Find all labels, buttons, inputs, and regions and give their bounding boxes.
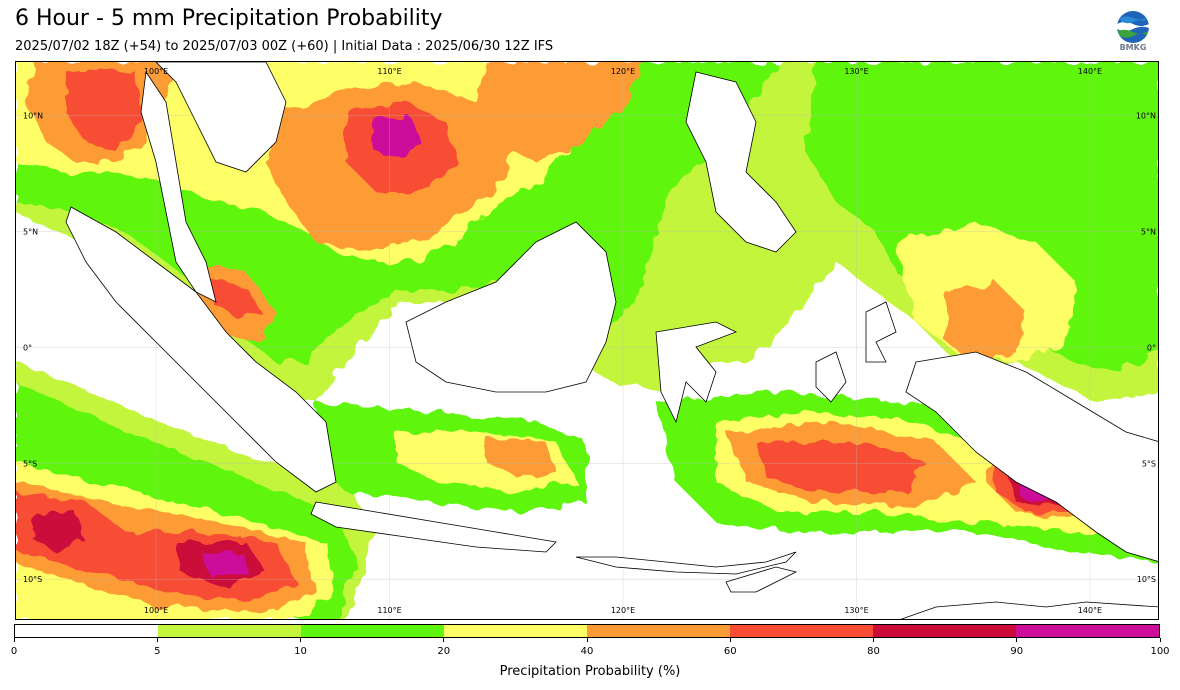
- precip-region: [756, 442, 926, 492]
- colorbar-tick-label: 5: [154, 646, 161, 657]
- colorbar-tick-label: 100: [1150, 646, 1170, 657]
- colorbar-tick-mark: [156, 638, 158, 642]
- precip-region: [371, 117, 421, 157]
- map-labels: 100°E 100°E 110°E 110°E 120°E 120°E 130°E 130°E…: [23, 67, 1156, 615]
- colorbar-tick-mark: [586, 638, 588, 642]
- coastline-borneo: [405, 221, 617, 393]
- colorbar-segment: [158, 625, 301, 637]
- precip-region: [946, 282, 1026, 362]
- colorbar-tick-mark: [873, 638, 874, 642]
- precipitation-map: 100°E 100°E 110°E 110°E 120°E 120°E 130°E 130°E…: [15, 61, 1159, 620]
- colorbar-tick-label: 60: [723, 646, 737, 657]
- colorbar-segment: [444, 625, 587, 637]
- colorbar-tick-mark: [13, 638, 15, 642]
- coastline-java: [310, 501, 557, 553]
- precip-region: [476, 62, 646, 162]
- lat-label-left: 0°: [23, 343, 32, 352]
- coastline-maluku: [815, 351, 847, 403]
- precip-region: [206, 277, 261, 317]
- colorbar-tick-mark: [300, 638, 301, 642]
- colorbar-segment: [587, 625, 730, 637]
- lon-label-bottom: 120°E: [611, 606, 635, 615]
- lat-label-left: 5°S: [23, 459, 37, 468]
- lon-label-top: 130°E: [844, 67, 868, 76]
- lon-label-top: 140°E: [1078, 67, 1102, 76]
- colorbar-tick-label: 90: [1010, 646, 1024, 657]
- colorbar-tick-label: 80: [867, 646, 880, 657]
- bmkg-emblem-icon: [1117, 11, 1149, 43]
- precip-region: [201, 552, 246, 577]
- colorbar-tick-label: 10: [294, 646, 307, 657]
- coastline-sumatra: [65, 206, 337, 493]
- lon-label-top: 100°E: [144, 67, 168, 76]
- coastline-indochina: [155, 62, 287, 173]
- colorbar-tick-mark: [1159, 638, 1161, 642]
- lat-label-right: 10°N: [1136, 111, 1156, 120]
- lon-label-bottom: 130°E: [844, 606, 868, 615]
- lon-label-bottom: 140°E: [1078, 606, 1102, 615]
- bmkg-logo: BMKG: [1113, 10, 1153, 56]
- coastlines: [65, 62, 1158, 619]
- lon-label-top: 110°E: [377, 67, 401, 76]
- logo-text: BMKG: [1119, 43, 1147, 52]
- lon-label-top: 120°E: [611, 67, 635, 76]
- coastline-philippines: [685, 71, 797, 253]
- lat-label-right: 5°N: [1141, 227, 1156, 236]
- coastline-sulawesi: [655, 321, 737, 424]
- coastline-new-guinea: [905, 351, 1158, 562]
- coastline-halmahera: [865, 301, 897, 363]
- lat-label-left: 5°N: [23, 227, 38, 236]
- lat-label-right: 10°S: [1137, 575, 1156, 584]
- coastline-malay-peninsula: [140, 70, 217, 303]
- chart-subtitle: 2025/07/02 18Z (+54) to 2025/07/03 00Z (…: [15, 39, 554, 54]
- colorbar-tick-label: 0: [10, 646, 18, 657]
- lon-label-bottom: 100°E: [144, 606, 168, 615]
- chart-title: 6 Hour - 5 mm Precipitation Probability: [15, 6, 443, 31]
- colorbar-label: Precipitation Probability (%): [499, 664, 681, 679]
- precip-region: [66, 72, 141, 152]
- lat-label-right: 5°S: [1142, 459, 1156, 468]
- colorbar-segment: [1016, 625, 1159, 637]
- colorbar-tick-mark: [729, 638, 731, 642]
- coastline-timor: [725, 566, 798, 593]
- colorbar-tick-mark: [1016, 638, 1018, 642]
- colorbar: [14, 624, 1160, 638]
- colorbar-tick-label: 20: [437, 646, 451, 657]
- colorbar-tick-mark: [443, 638, 445, 642]
- coastline-australia: [900, 601, 1158, 619]
- colorbar-segment: [873, 625, 1016, 637]
- lat-label-left: 10°N: [23, 111, 43, 120]
- colorbar-segment: [301, 625, 444, 637]
- coastline-lesser-sunda: [575, 551, 797, 575]
- lon-label-bottom: 110°E: [377, 606, 401, 615]
- lat-label-left: 10°S: [23, 575, 42, 584]
- colorbar-tick-label: 40: [580, 646, 594, 657]
- precip-region: [31, 512, 86, 552]
- colorbar-segment: [730, 625, 873, 637]
- map-canvas: 100°E 100°E 110°E 110°E 120°E 120°E 130°E 130°E…: [16, 62, 1158, 619]
- lat-label-right: 0°: [1147, 343, 1156, 352]
- precip-region: [486, 437, 556, 477]
- colorbar-segment: [15, 625, 158, 637]
